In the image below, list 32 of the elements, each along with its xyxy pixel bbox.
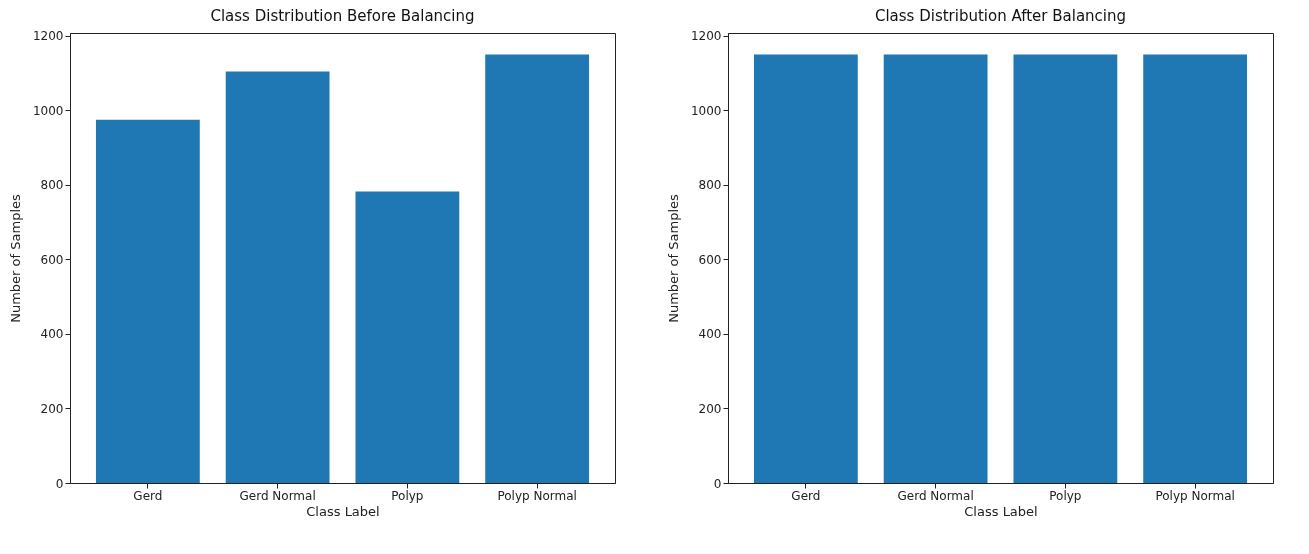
y-tick-label: 600 xyxy=(698,252,722,267)
chart-title: Class Distribution After Balancing xyxy=(874,6,1127,25)
bar xyxy=(355,191,460,483)
y-tick-label: 0 xyxy=(55,476,64,491)
bar xyxy=(95,119,200,483)
y-axis-title: Number of Samples xyxy=(665,194,681,323)
y-tick-label: 200 xyxy=(40,401,64,416)
y-tick-label: 800 xyxy=(40,178,64,193)
y-tick-label: 1200 xyxy=(690,29,722,44)
x-tick-label: Polyp Normal xyxy=(497,488,577,503)
y-tick-label: 200 xyxy=(698,401,722,416)
y-tick-label: 400 xyxy=(40,327,64,342)
x-tick-label: Gerd xyxy=(791,488,821,503)
y-tick-label: 400 xyxy=(698,327,722,342)
x-tick-label: Polyp xyxy=(1049,488,1082,503)
x-axis-title: Class Label xyxy=(306,503,380,519)
x-tick-label: Gerd xyxy=(133,488,163,503)
y-tick-label: 600 xyxy=(40,252,64,267)
y-axis-title: Number of Samples xyxy=(7,194,23,323)
bar xyxy=(225,71,330,483)
x-tick-label: Gerd Normal xyxy=(897,488,974,503)
y-tick-label: 0 xyxy=(713,476,722,491)
x-axis-title: Class Label xyxy=(964,503,1038,519)
y-tick-label: 1000 xyxy=(32,103,64,118)
y-tick-label: 800 xyxy=(698,178,722,193)
x-tick-label: Gerd Normal xyxy=(239,488,316,503)
bar xyxy=(485,54,590,483)
y-tick-label: 1200 xyxy=(32,29,64,44)
y-tick-label: 1000 xyxy=(690,103,722,118)
x-tick-label: Polyp xyxy=(391,488,424,503)
x-tick-label: Polyp Normal xyxy=(1155,488,1235,503)
chart-title: Class Distribution Before Balancing xyxy=(210,6,475,25)
